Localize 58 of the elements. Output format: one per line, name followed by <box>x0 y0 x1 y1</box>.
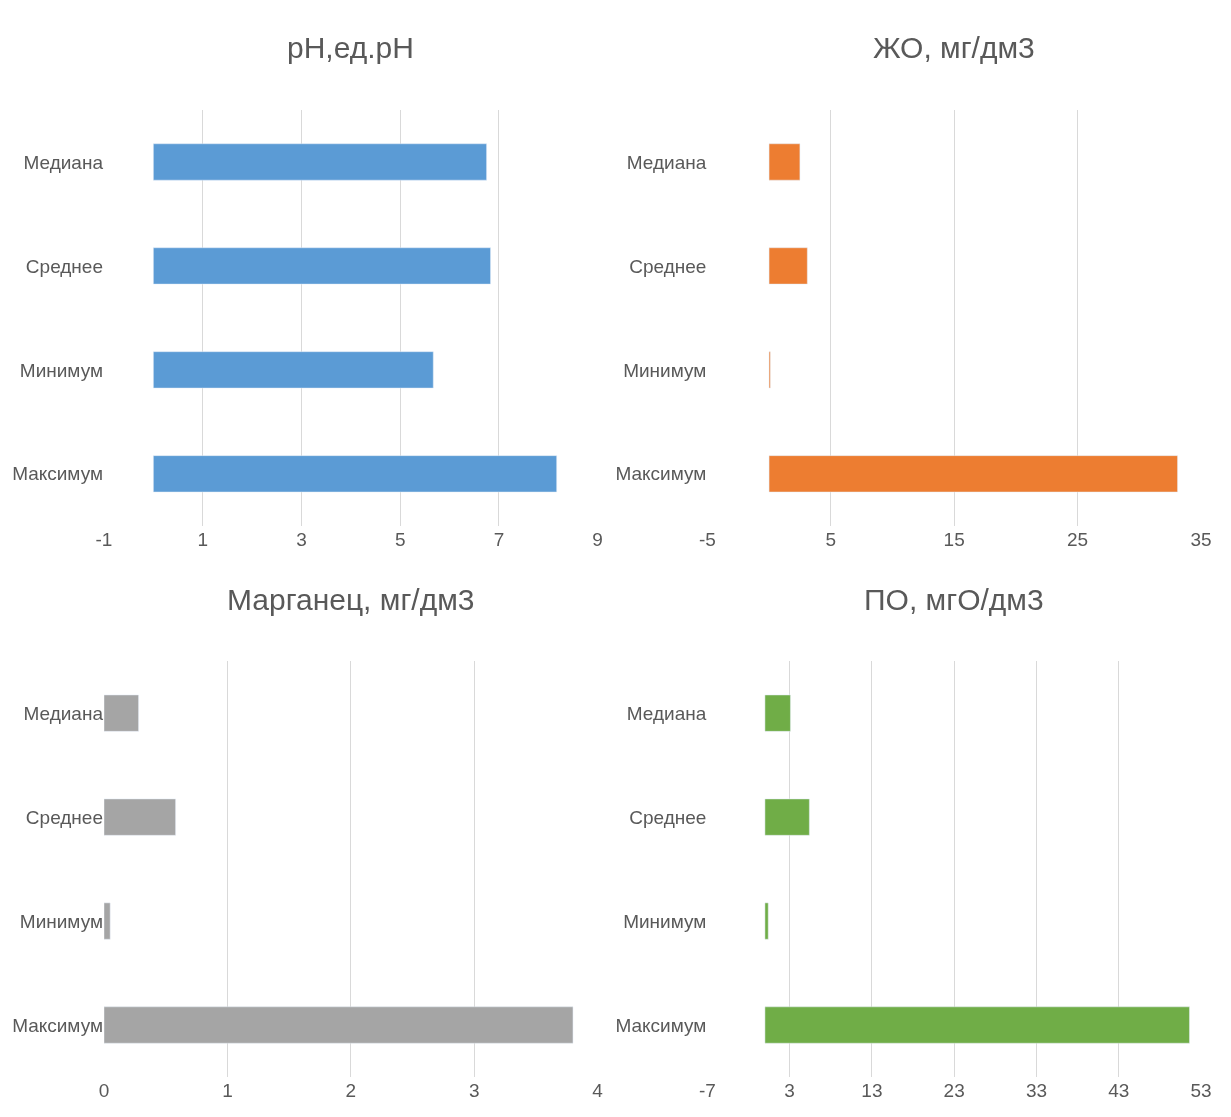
y-tick-label: Максимум <box>615 463 707 485</box>
x-tick-label: 3 <box>468 1080 480 1101</box>
x-tick-label: 2 <box>345 1080 357 1101</box>
x-tick-label: 7 <box>493 528 505 550</box>
x-tick-label: 5 <box>394 528 406 550</box>
bar <box>764 902 769 940</box>
x-tick-label: 53 <box>1190 1080 1212 1101</box>
bar <box>764 1006 1190 1044</box>
x-tick-label: 0 <box>98 1080 110 1101</box>
x-tick-label: 5 <box>825 528 837 550</box>
bar <box>764 694 791 732</box>
y-tick-label: Медиана <box>626 151 707 173</box>
bar <box>153 247 491 285</box>
y-tick-label: Медиана <box>23 151 104 173</box>
bar <box>104 694 139 732</box>
y-tick-label: Медиана <box>23 702 104 724</box>
y-tick-label: Максимум <box>12 1014 103 1036</box>
x-tick-label: -5 <box>698 528 716 550</box>
bar <box>153 143 487 181</box>
x-tick-label: 4 <box>592 1080 604 1101</box>
x-tick-label: 3 <box>784 1080 795 1101</box>
y-tick-label: Среднее <box>629 255 707 277</box>
x-tick-label: 33 <box>1025 1080 1048 1101</box>
chart-title: Марганец, мг/дм3 <box>227 583 475 616</box>
x-tick-label: -1 <box>95 528 113 550</box>
x-tick-label: 35 <box>1190 528 1212 550</box>
x-tick-label: 1 <box>197 528 209 550</box>
x-tick-label: 15 <box>943 528 965 550</box>
chart-title: ЖО, мг/дм3 <box>873 31 1035 64</box>
bar <box>768 455 1178 493</box>
bar <box>764 798 810 836</box>
bar <box>104 902 111 940</box>
y-tick-label: Среднее <box>25 255 103 277</box>
x-tick-label: 23 <box>943 1080 965 1101</box>
bar <box>104 1006 574 1044</box>
y-tick-label: Минимум <box>19 359 103 381</box>
x-tick-label: 3 <box>296 528 307 550</box>
bar <box>768 143 801 181</box>
bar <box>153 455 557 493</box>
bar <box>104 798 176 836</box>
chart-title: pH,ед.pH <box>287 31 414 64</box>
chart-title: ПО, мгО/дм3 <box>864 583 1044 616</box>
y-tick-label: Минимум <box>623 359 707 381</box>
x-tick-label: 43 <box>1108 1080 1130 1101</box>
x-tick-label: 9 <box>592 528 603 550</box>
bar <box>153 351 434 389</box>
y-tick-label: Медиана <box>626 702 707 724</box>
x-tick-label: 25 <box>1067 528 1089 550</box>
y-tick-label: Максимум <box>615 1014 707 1036</box>
bar <box>768 247 808 285</box>
y-tick-label: Минимум <box>19 910 103 932</box>
x-tick-label: -7 <box>698 1080 716 1101</box>
y-tick-label: Среднее <box>25 806 103 828</box>
y-tick-label: Максимум <box>12 463 103 485</box>
y-tick-label: Минимум <box>623 910 707 932</box>
x-tick-label: 1 <box>222 1080 233 1101</box>
y-tick-label: Среднее <box>629 806 707 828</box>
x-tick-label: 13 <box>861 1080 883 1101</box>
